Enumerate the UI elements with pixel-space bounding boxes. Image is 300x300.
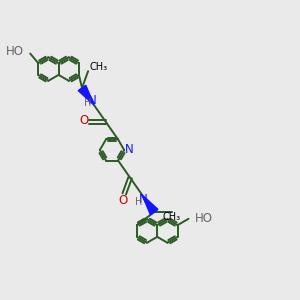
Text: H: H [135, 197, 142, 207]
Text: CH₃: CH₃ [90, 62, 108, 72]
Text: O: O [79, 114, 88, 127]
Text: HO: HO [6, 46, 24, 59]
Text: H: H [84, 98, 91, 108]
Text: N: N [139, 193, 148, 206]
Text: HO: HO [195, 212, 213, 225]
Text: O: O [118, 194, 127, 208]
Polygon shape [78, 85, 94, 105]
Text: CH₃: CH₃ [162, 212, 181, 222]
Text: N: N [88, 94, 97, 107]
Text: N: N [125, 143, 134, 157]
Polygon shape [142, 195, 158, 215]
